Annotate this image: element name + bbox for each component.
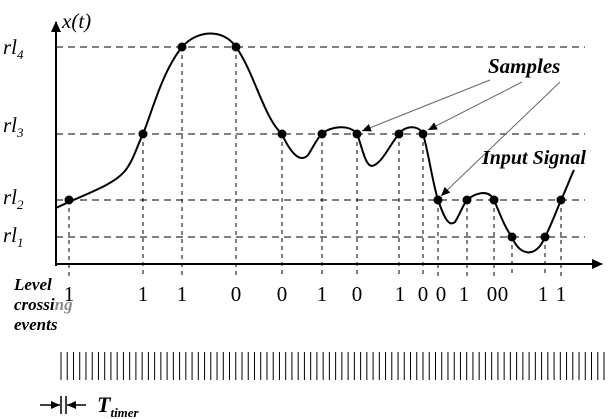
sample-point xyxy=(434,196,443,205)
sample-point xyxy=(178,43,187,52)
sample-point xyxy=(353,130,362,139)
event-bit: 0 xyxy=(231,282,242,306)
samples-pointers xyxy=(362,80,560,196)
sample-point xyxy=(419,130,428,139)
timer-label: Ttimer xyxy=(97,392,140,419)
sample-point xyxy=(318,130,327,139)
level-label-rl3: rl3 xyxy=(3,113,24,140)
event-bit: 1 xyxy=(317,282,328,306)
event-bit: 0 xyxy=(352,282,363,306)
sample-point xyxy=(557,196,566,205)
input-signal-label: Input Signal xyxy=(481,147,586,169)
samples-label: Samples xyxy=(488,54,560,78)
event-bit: 1 xyxy=(556,282,567,306)
sample-point xyxy=(463,196,472,205)
event-bit: 0 xyxy=(418,282,429,306)
event-bit: 1 xyxy=(395,282,406,306)
timer-tick-train xyxy=(61,352,604,380)
samples-pointer xyxy=(362,80,490,131)
timer-period-marker xyxy=(40,396,86,414)
event-bit: 0 xyxy=(498,282,509,306)
sample-point xyxy=(65,196,74,205)
samples-pointer xyxy=(428,82,522,130)
sample-point xyxy=(541,233,550,242)
sample-point xyxy=(490,196,499,205)
event-bit: 1 xyxy=(138,282,149,306)
samples-pointer xyxy=(441,82,560,196)
level-label-rl2: rl2 xyxy=(3,185,24,212)
sample-point xyxy=(232,43,241,52)
event-bit: 1 xyxy=(538,282,549,306)
y-axis-label: x(t) xyxy=(61,9,91,33)
event-bit: 1 xyxy=(64,282,75,306)
sample-point xyxy=(508,233,517,242)
level-crossing-label-line1: Level xyxy=(13,275,52,294)
level-crossing-label-line3: events xyxy=(14,315,58,334)
event-bit: 0 xyxy=(487,282,498,306)
sample-point xyxy=(278,130,287,139)
sample-point xyxy=(395,130,404,139)
sample-point xyxy=(139,130,148,139)
event-bit: 1 xyxy=(459,282,470,306)
level-label-rl1: rl1 xyxy=(3,223,24,250)
level-label-rl4: rl4 xyxy=(3,35,24,62)
event-bits: 1 1 1 0 0 1 0 1 0 0 1 0 0 1 1 xyxy=(64,282,567,306)
event-bit: 0 xyxy=(277,282,288,306)
event-bit: 1 xyxy=(177,282,188,306)
event-bit: 0 xyxy=(436,282,447,306)
